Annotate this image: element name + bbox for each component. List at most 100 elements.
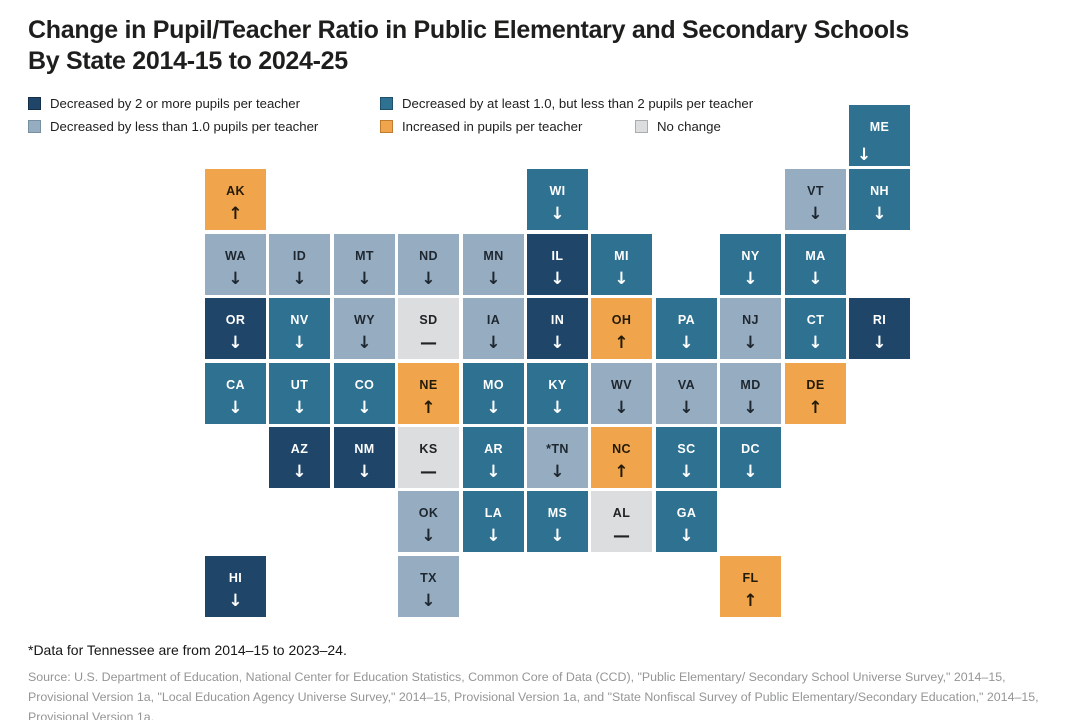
- state-tile-ri: RI ↓: [849, 298, 910, 359]
- state-tile-ma: MA ↓: [785, 234, 846, 295]
- arrow-down-icon: ↓: [228, 332, 243, 353]
- arrow-down-icon: ↓: [743, 397, 758, 418]
- arrow-up-icon: ↑: [421, 397, 436, 418]
- arrow-down-icon: ↓: [857, 144, 872, 165]
- arrow-down-icon: ↓: [872, 203, 887, 224]
- state-abbr-nv: NV: [290, 313, 309, 327]
- state-abbr-tn: *TN: [546, 442, 569, 456]
- state-tile-ia: IA ↓: [463, 298, 524, 359]
- state-abbr-wa: WA: [225, 249, 246, 263]
- state-tile-sc: SC ↓: [656, 427, 717, 488]
- state-tile-sd: SD —: [398, 298, 459, 359]
- arrow-down-icon: ↓: [614, 268, 629, 289]
- state-abbr-tx: TX: [420, 571, 437, 585]
- state-abbr-ne: NE: [419, 378, 438, 392]
- state-abbr-ok: OK: [418, 506, 439, 520]
- state-abbr-or: OR: [225, 313, 246, 327]
- state-abbr-al: AL: [612, 506, 631, 520]
- state-tile-wi: WI ↓: [527, 169, 588, 230]
- state-tile-nc: NC ↑: [591, 427, 652, 488]
- state-tile-vt: VT ↓: [785, 169, 846, 230]
- arrow-down-icon: ↓: [679, 332, 694, 353]
- chart-title: Change in Pupil/Teacher Ratio in Public …: [28, 15, 909, 77]
- legend-item-inc: Increased in pupils per teacher: [380, 118, 582, 134]
- state-tile-wa: WA ↓: [205, 234, 266, 295]
- arrow-down-icon: ↓: [743, 461, 758, 482]
- arrow-down-icon: ↓: [614, 397, 629, 418]
- state-tile-nd: ND ↓: [398, 234, 459, 295]
- state-tile-id: ID ↓: [269, 234, 330, 295]
- state-abbr-ct: CT: [806, 313, 825, 327]
- state-tile-ok: OK ↓: [398, 491, 459, 552]
- state-tile-ak: AK ↑: [205, 169, 266, 230]
- legend-label-inc: Increased in pupils per teacher: [402, 118, 583, 134]
- state-abbr-il: IL: [551, 249, 564, 263]
- state-tile-ca: CA ↓: [205, 363, 266, 424]
- state-tile-nh: NH ↓: [849, 169, 910, 230]
- arrow-down-icon: ↓: [357, 332, 372, 353]
- arrow-down-icon: ↓: [486, 268, 501, 289]
- arrow-down-icon: ↓: [421, 525, 436, 546]
- arrow-down-icon: ↓: [228, 590, 243, 611]
- arrow-down-icon: ↓: [679, 397, 694, 418]
- state-abbr-sd: SD: [419, 313, 438, 327]
- state-abbr-ma: MA: [805, 249, 826, 263]
- state-tile-nv: NV ↓: [269, 298, 330, 359]
- state-tile-oh: OH ↑: [591, 298, 652, 359]
- arrow-up-icon: ↑: [808, 397, 823, 418]
- arrow-down-icon: ↓: [679, 461, 694, 482]
- state-abbr-ak: AK: [226, 184, 245, 198]
- state-abbr-ia: IA: [486, 313, 501, 327]
- state-tile-hi: HI ↓: [205, 556, 266, 617]
- state-tile-in: IN ↓: [527, 298, 588, 359]
- state-tile-tx: TX ↓: [398, 556, 459, 617]
- legend-item-declt1: Decreased by less than 1.0 pupils per te…: [28, 118, 318, 134]
- state-tile-ky: KY ↓: [527, 363, 588, 424]
- state-abbr-ms: MS: [547, 506, 568, 520]
- state-tile-az: AZ ↓: [269, 427, 330, 488]
- state-abbr-nc: NC: [612, 442, 631, 456]
- state-tile-ct: CT ↓: [785, 298, 846, 359]
- state-abbr-nh: NH: [870, 184, 889, 198]
- state-abbr-va: VA: [677, 378, 696, 392]
- arrow-up-icon: ↑: [743, 590, 758, 611]
- legend-swatch-nochange: [635, 119, 648, 133]
- legend-item-dec2plus: Decreased by 2 or more pupils per teache…: [28, 95, 300, 111]
- arrow-down-icon: ↓: [550, 332, 565, 353]
- state-abbr-me: ME: [869, 120, 890, 134]
- state-abbr-la: LA: [484, 506, 503, 520]
- state-abbr-id: ID: [292, 249, 307, 263]
- legend-swatch-declt1: [28, 119, 41, 133]
- state-abbr-oh: OH: [611, 313, 632, 327]
- footnote: *Data for Tennessee are from 2014–15 to …: [28, 642, 347, 658]
- legend-label-declt1: Decreased by less than 1.0 pupils per te…: [50, 118, 319, 134]
- state-tile-or: OR ↓: [205, 298, 266, 359]
- state-abbr-fl: FL: [742, 571, 759, 585]
- legend-item-dec1to2: Decreased by at least 1.0, but less than…: [380, 95, 753, 111]
- arrow-down-icon: ↓: [486, 525, 501, 546]
- arrow-down-icon: ↓: [808, 332, 823, 353]
- arrow-down-icon: ↓: [679, 525, 694, 546]
- state-tile-al: AL —: [591, 491, 652, 552]
- state-tile-ar: AR ↓: [463, 427, 524, 488]
- state-abbr-wi: WI: [549, 184, 566, 198]
- state-tile-ny: NY ↓: [720, 234, 781, 295]
- legend-swatch-dec2plus: [28, 96, 41, 110]
- state-tile-tn: *TN ↓: [527, 427, 588, 488]
- state-abbr-dc: DC: [741, 442, 760, 456]
- arrow-down-icon: ↓: [357, 397, 372, 418]
- state-tile-ms: MS ↓: [527, 491, 588, 552]
- state-tile-fl: FL ↑: [720, 556, 781, 617]
- legend-label-dec1to2: Decreased by at least 1.0, but less than…: [402, 95, 754, 111]
- state-tile-me: ME ↓: [849, 105, 910, 166]
- arrow-down-icon: ↓: [486, 461, 501, 482]
- legend-swatch-inc: [380, 119, 393, 133]
- state-abbr-ca: CA: [226, 378, 245, 392]
- state-tile-wy: WY ↓: [334, 298, 395, 359]
- state-abbr-in: IN: [550, 313, 565, 327]
- state-tile-mt: MT ↓: [334, 234, 395, 295]
- state-abbr-mt: MT: [355, 249, 374, 263]
- arrow-down-icon: ↓: [357, 268, 372, 289]
- arrow-down-icon: ↓: [550, 525, 565, 546]
